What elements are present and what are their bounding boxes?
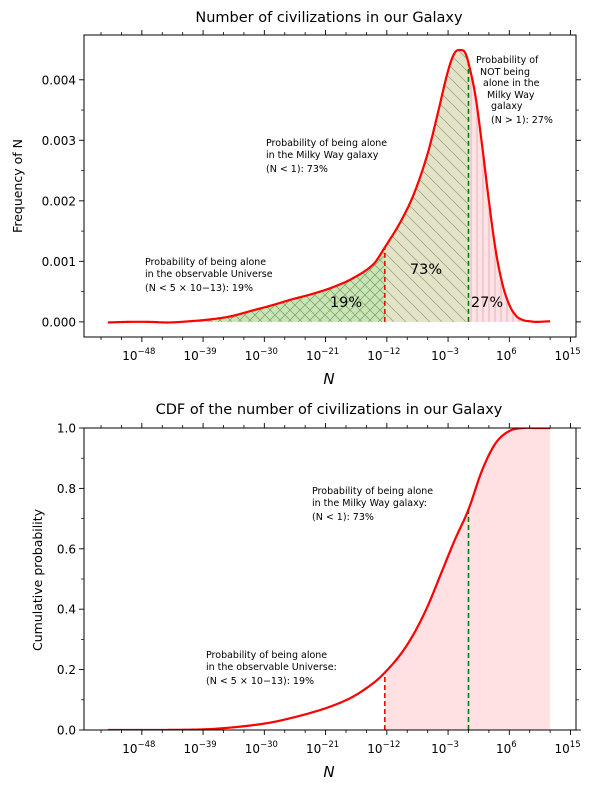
svg-text:Probability of being alone: Probability of being alone [206, 650, 327, 661]
pdf-region-hatch-2 [468, 62, 534, 322]
pdf-chart: Number of civilizations in our Galaxy 10… [10, 10, 581, 388]
pdf-threshold-lines [383, 62, 470, 322]
pdf-y-tick-label: 0.002 [42, 194, 76, 208]
cdf-x-tick-label: 10−39 [183, 740, 216, 756]
pdf-region-label-alone-galaxy: 73% [410, 262, 442, 278]
pdf-x-tick-label: 10−48 [122, 347, 155, 363]
svg-text:in the observable Universe: in the observable Universe [145, 269, 273, 280]
svg-text:Probability of: Probability of [476, 55, 539, 66]
pdf-x-tick-label: 10−12 [367, 347, 400, 363]
pdf-region-hatch-1 [384, 49, 469, 322]
pdf-y-tick-label: 0.004 [42, 73, 76, 87]
pdf-x-tick-label: 10−21 [306, 347, 339, 363]
pdf-y-tick-label: 0.001 [42, 255, 76, 269]
cdf-x-tick-label: 10−30 [245, 740, 278, 756]
svg-text:Probability of being alone: Probability of being alone [145, 257, 266, 268]
cdf-y-tick-label: 0.6 [57, 542, 76, 556]
pdf-x-tick-label: 106 [496, 347, 517, 363]
cdf-threshold-lines [383, 509, 470, 730]
pdf-annotation-alone-galaxy: Probability of being alone in the Milky … [266, 138, 387, 175]
cdf-chart: CDF of the number of civilizations in ou… [30, 402, 581, 781]
pdf-curve [107, 48, 551, 324]
pdf-x-axis-ticks: 10−48 10−39 10−30 10−21 10−12 10−3 106 1015 [100, 30, 581, 363]
pdf-region-label-not-alone: 27% [471, 295, 503, 311]
cdf-shaded-area [384, 428, 551, 730]
cdf-annotation-alone-universe: Probability of being alone in the observ… [206, 650, 337, 687]
pdf-chart-title: Number of civilizations in our Galaxy [195, 10, 463, 26]
cdf-y-tick-label: 0.2 [57, 663, 76, 677]
pdf-y-axis-label: Frequency of N [10, 139, 25, 233]
pdf-annotation-alone-universe: Probability of being alone in the observ… [145, 257, 273, 294]
svg-text:(N > 1): 27%: (N > 1): 27% [491, 115, 553, 126]
pdf-region-label-alone-universe: 19% [330, 295, 362, 311]
cdf-x-tick-label: 106 [496, 740, 517, 756]
cdf-y-axis-label: Cumulative probability [30, 508, 45, 651]
svg-text:Milky Way: Milky Way [487, 90, 535, 101]
svg-text:in the Milky Way galaxy:: in the Milky Way galaxy: [312, 498, 427, 509]
cdf-y-tick-label: 1.0 [57, 422, 76, 436]
cdf-x-tick-label: 10−21 [306, 740, 339, 756]
pdf-annotation-not-alone: Probability of NOT being alone in the Mi… [476, 55, 553, 126]
pdf-region-hatch-0 [196, 247, 385, 322]
cdf-x-axis-ticks: 10−48 10−39 10−30 10−21 10−12 10−3 106 1015 [100, 423, 581, 756]
pdf-x-tick-label: 10−3 [431, 347, 459, 363]
pdf-y-tick-label: 0.000 [42, 315, 76, 329]
svg-text:alone in the: alone in the [483, 78, 540, 89]
pdf-x-tick-label: 10−30 [245, 347, 278, 363]
cdf-annotation-alone-galaxy: Probability of being alone in the Milky … [312, 486, 433, 523]
pdf-x-tick-label: 1015 [555, 347, 581, 363]
svg-text:(N < 5 × 10−13): 19%: (N < 5 × 10−13): 19% [145, 283, 253, 294]
svg-text:in the observable Universe:: in the observable Universe: [206, 662, 337, 673]
cdf-y-tick-label: 0.4 [57, 603, 76, 617]
cdf-y-tick-label: 0.0 [57, 724, 76, 738]
pdf-y-tick-label: 0.003 [42, 134, 76, 148]
cdf-x-axis-label: N [323, 763, 334, 781]
svg-text:(N < 5 × 10−13): 19%: (N < 5 × 10−13): 19% [206, 676, 314, 687]
cdf-x-tick-label: 10−12 [367, 740, 400, 756]
pdf-shaded-regions [196, 49, 534, 322]
pdf-plot-frame [83, 34, 577, 338]
svg-text:Probability of being alone: Probability of being alone [312, 486, 433, 497]
pdf-x-tick-label: 10−39 [183, 347, 216, 363]
cdf-x-tick-label: 1015 [555, 740, 581, 756]
svg-text:NOT being: NOT being [480, 67, 530, 78]
pdf-y-axis-ticks: 0.000 0.001 0.002 0.003 0.004 [42, 73, 581, 329]
cdf-y-tick-label: 0.8 [57, 482, 76, 496]
svg-text:(N < 1): 73%: (N < 1): 73% [312, 512, 374, 523]
cdf-x-tick-label: 10−48 [122, 740, 155, 756]
svg-text:galaxy: galaxy [491, 101, 523, 112]
cdf-chart-title: CDF of the number of civilizations in ou… [156, 402, 503, 418]
pdf-x-axis-label: N [323, 370, 334, 388]
cdf-y-axis-ticks: 0.0 0.2 0.4 0.6 0.8 1.0 [57, 422, 581, 738]
cdf-x-tick-label: 10−3 [431, 740, 459, 756]
svg-text:Probability of being alone: Probability of being alone [266, 138, 387, 149]
svg-text:in the Milky Way galaxy: in the Milky Way galaxy [266, 150, 379, 161]
svg-text:(N < 1): 73%: (N < 1): 73% [266, 164, 328, 175]
